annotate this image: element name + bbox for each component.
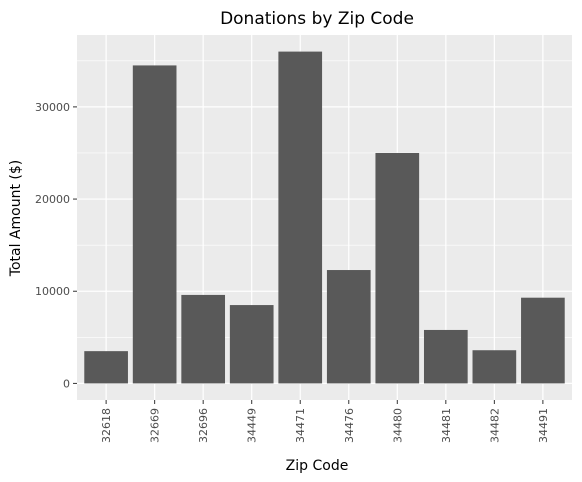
x-tick-label: 34480 xyxy=(391,408,404,443)
x-tick-label: 34482 xyxy=(488,408,501,443)
x-tick-label: 34491 xyxy=(537,408,550,443)
bars xyxy=(84,51,565,384)
chart-title: Donations by Zip Code xyxy=(220,9,414,29)
y-axis-label: Total Amount ($) xyxy=(8,160,24,277)
y-tick-label: 0 xyxy=(63,377,70,390)
bar-32618 xyxy=(84,351,128,384)
bar-34480 xyxy=(375,152,420,384)
bar-34471 xyxy=(278,51,323,384)
x-tick-label: 34471 xyxy=(294,408,307,443)
x-tick-label: 34449 xyxy=(246,408,259,443)
y-axis-ticks: 0 10000 20000 30000 xyxy=(35,101,77,390)
x-axis-ticks: 32618 32669 32696 34449 34471 34476 34480 34481… xyxy=(100,400,550,443)
x-tick-label: 34476 xyxy=(343,408,356,443)
bar-34482 xyxy=(472,350,517,384)
x-tick-label: 34481 xyxy=(440,408,453,443)
x-tick-label: 32669 xyxy=(149,408,162,443)
x-tick-label: 32618 xyxy=(100,408,113,443)
bar-32696 xyxy=(181,294,226,384)
bar-34491 xyxy=(521,297,565,384)
y-tick-label: 10000 xyxy=(35,285,70,298)
x-tick-label: 32696 xyxy=(197,408,210,443)
y-tick-label: 30000 xyxy=(35,101,70,114)
bar-34476 xyxy=(326,270,371,384)
bar-34481 xyxy=(423,329,468,384)
bar-34449 xyxy=(229,305,274,384)
y-tick-label: 20000 xyxy=(35,193,70,206)
x-axis-label: Zip Code xyxy=(286,458,349,474)
bar-32669 xyxy=(132,65,177,384)
